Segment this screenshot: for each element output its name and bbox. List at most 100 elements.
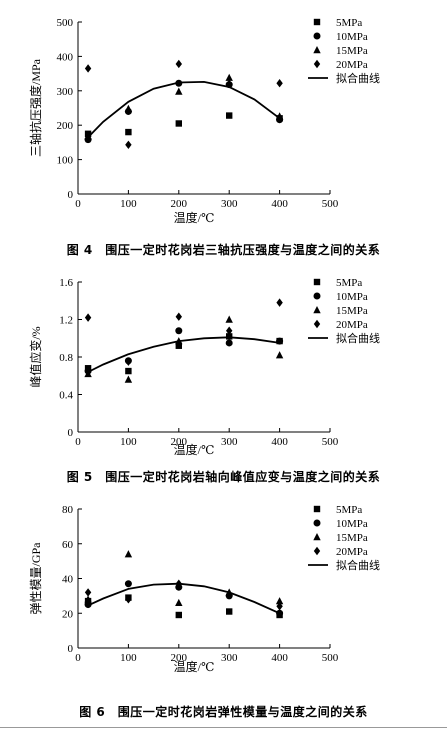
x-tick-label: 0	[75, 198, 81, 210]
data-point	[226, 112, 233, 119]
x-tick-label: 300	[221, 198, 238, 210]
legend-label: 10MPa	[336, 291, 368, 303]
y-tick-label: 100	[57, 155, 74, 167]
x-tick-label: 300	[221, 436, 238, 448]
data-point	[84, 132, 92, 140]
y-tick-label: 0.8	[59, 352, 73, 364]
data-point	[125, 140, 132, 150]
legend-label: 拟合曲线	[336, 71, 380, 85]
x-axis-label: 温度/℃	[174, 210, 215, 225]
legend-label: 20MPa	[336, 319, 368, 331]
figure-caption: 图 4 围压一定时花岗岩三轴抗压强度与温度之间的关系	[66, 243, 381, 257]
data-point	[84, 369, 92, 378]
figure-caption: 图 6 围压一定时花岗岩弹性模量与温度之间的关系	[79, 705, 368, 719]
fit-curve	[87, 80, 281, 138]
data-point	[124, 550, 133, 558]
y-tick-label: 0	[68, 189, 74, 201]
x-tick-label: 200	[171, 198, 188, 210]
chart-triaxial-strength: 0 100 200 300 400 500 0 100 200 300 400 500 温度/℃ 三轴抗压…	[28, 17, 380, 225]
x-tick-label: 0	[75, 436, 81, 448]
legend-label: 15MPa	[336, 532, 368, 544]
y-axis-label: 三轴抗压强度/MPa	[28, 58, 43, 157]
data-point	[276, 609, 284, 617]
data-point	[175, 342, 182, 349]
data-point	[175, 611, 182, 619]
y-tick-label: 200	[57, 120, 74, 132]
data-point	[226, 79, 233, 89]
x-tick-label: 400	[271, 436, 288, 448]
data-point	[175, 598, 183, 607]
data-point	[226, 333, 233, 340]
x-tick-label: 0	[75, 652, 81, 664]
x-tick-label: 100	[120, 436, 137, 448]
x-tick-label: 100	[120, 198, 137, 210]
x-tick-label: 100	[120, 652, 137, 664]
legend-marker	[313, 533, 321, 541]
data-point	[124, 580, 132, 588]
data-point	[226, 326, 233, 335]
data-point	[175, 59, 182, 69]
data-point	[124, 375, 133, 383]
legend-marker	[313, 46, 321, 54]
y-tick-label: 500	[57, 17, 74, 29]
legend-marker	[313, 278, 321, 286]
data-point	[125, 367, 132, 375]
figure-caption: 图 5 围压一定时花岗岩轴向峰值应变与温度之间的关系	[66, 470, 381, 484]
data-point	[84, 595, 92, 603]
figure-6: 0 100 200 300 400 500 0 20 40 60 80 温度/℃ 弹性模量/GPa 5MP…	[0, 495, 447, 730]
data-point	[276, 298, 283, 307]
legend-label: 20MPa	[336, 546, 368, 558]
x-tick-label: 400	[271, 652, 288, 664]
data-point	[175, 312, 182, 321]
data-point	[225, 73, 233, 81]
legend-marker	[313, 32, 321, 40]
data-point	[125, 357, 132, 366]
legend-marker	[313, 519, 321, 527]
x-tick-label: 500	[322, 652, 339, 664]
y-tick-label: 0	[68, 427, 74, 439]
legend-marker	[313, 546, 321, 556]
data-point	[276, 79, 283, 88]
y-tick-label: 1.2	[59, 315, 73, 327]
fit-curve	[87, 582, 280, 615]
legend-label: 15MPa	[336, 45, 368, 57]
legend-label: 20MPa	[336, 59, 368, 71]
data-point	[84, 313, 92, 322]
legend-label: 5MPa	[336, 504, 362, 516]
data-point	[175, 327, 183, 335]
data-point	[225, 339, 233, 347]
y-tick-label: 300	[57, 86, 74, 98]
data-point	[175, 87, 183, 95]
chart-elastic-modulus: 0 100 200 300 400 500 0 20 40 60 80 温度/℃ 弹性模量/GPa 5MP…	[29, 504, 380, 674]
y-tick-label: 0	[68, 643, 74, 655]
data-point	[226, 608, 233, 615]
legend-marker	[313, 59, 321, 69]
legend-marker	[313, 306, 321, 314]
legend-label: 15MPa	[336, 305, 368, 317]
y-tick-label: 60	[62, 539, 74, 551]
data-point	[275, 597, 284, 605]
legend-label: 5MPa	[336, 277, 362, 289]
x-tick-label: 200	[171, 436, 188, 448]
data-point	[84, 601, 92, 609]
data-point	[125, 128, 132, 136]
x-axis-label: 温度/℃	[174, 659, 215, 674]
y-axis-label: 峰值应变/%	[28, 326, 43, 387]
y-axis-label: 弹性模量/GPa	[29, 542, 43, 615]
figure-5: 0 100 200 300 400 500 0 0.4 0.8 1.2 1.6 温度/℃ 峰值应变/% 5…	[0, 270, 447, 492]
data-point	[175, 79, 183, 87]
legend-label: 拟合曲线	[336, 331, 380, 345]
fit-curve	[87, 336, 280, 373]
legend-label: 5MPa	[336, 17, 362, 29]
chart-peak-strain: 0 100 200 300 400 500 0 0.4 0.8 1.2 1.6 温度/℃ 峰值应变/% 5…	[28, 277, 380, 457]
legend-marker	[313, 505, 321, 513]
x-tick-label: 300	[221, 652, 238, 664]
x-tick-label: 500	[322, 436, 339, 448]
legend-marker	[313, 292, 321, 300]
data-point	[276, 337, 284, 345]
legend-label: 10MPa	[336, 518, 368, 530]
data-point	[175, 337, 183, 345]
data-point	[124, 104, 133, 112]
data-point	[275, 112, 284, 120]
data-point	[84, 64, 92, 73]
